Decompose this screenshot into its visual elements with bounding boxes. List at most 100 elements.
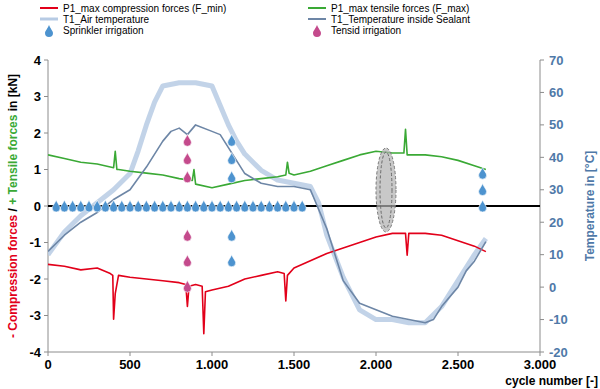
drop-marker [183, 134, 191, 146]
drop-marker [134, 200, 142, 212]
drop-marker [126, 200, 134, 212]
drop-marker [183, 200, 191, 212]
y2-tick-label: 0 [549, 280, 556, 295]
y2-tick [540, 222, 544, 223]
y2-tick-label: 50 [549, 117, 563, 132]
y-tick-label: 0 [34, 199, 41, 214]
y2-tick-label: -10 [549, 312, 568, 327]
legend-item: Tensid irrigation [313, 25, 401, 38]
legend-line [308, 18, 326, 20]
y2-tick [540, 352, 544, 353]
drop-marker [142, 200, 150, 212]
y2-tick-label: 60 [549, 85, 563, 100]
legend: P1_max compression forces (F_min) P1_max … [40, 3, 470, 38]
y2-tick [540, 287, 544, 288]
drop-marker [69, 200, 77, 212]
drop-marker [216, 200, 224, 212]
drop-marker [228, 171, 236, 183]
y-axis-label-part: - Compression forces [6, 214, 20, 338]
x-tick-label: 3.000 [524, 357, 557, 372]
drop-marker [151, 200, 159, 212]
y2-tick [540, 319, 544, 320]
y2-tick-label: 40 [549, 150, 563, 165]
drop-marker [479, 200, 487, 212]
legend-line [308, 7, 326, 9]
y2-tick [540, 92, 544, 93]
drop-marker [274, 200, 282, 212]
drop-marker [101, 200, 109, 212]
drop-marker [85, 200, 93, 212]
drop-marker [175, 200, 183, 212]
legend-drop [313, 25, 321, 37]
legend-label: T1_Air temperature [63, 14, 150, 25]
drop-marker [228, 229, 236, 241]
y-tick [44, 169, 48, 170]
drop-marker [183, 171, 191, 183]
y-tick [44, 279, 48, 280]
drop-marker [110, 200, 118, 212]
x-tick [458, 352, 459, 356]
drop-marker [257, 200, 265, 212]
legend-line [40, 7, 58, 9]
y2-tick-label: 20 [549, 215, 563, 230]
legend-label: T1_Temperature inside Sealant [331, 14, 470, 25]
x-tick [294, 352, 295, 356]
legend-item: P1_max compression forces (F_min) [40, 3, 226, 14]
drop-marker [249, 200, 257, 212]
x-tick [540, 352, 541, 356]
x-tick-label: 2.500 [442, 357, 475, 372]
x-tick-label: 500 [119, 357, 141, 372]
ellipse-outer [376, 148, 396, 232]
legend-item: T1_Air temperature [40, 14, 150, 25]
drop-marker [298, 200, 306, 212]
y-tick-label: -1 [29, 235, 41, 250]
y-axis-label-part: in [kN] [6, 74, 20, 115]
drop-marker [200, 200, 208, 212]
series-line [48, 129, 486, 187]
y-tick-label: 1 [34, 162, 41, 177]
drop-marker [183, 255, 191, 267]
y-tick [44, 60, 48, 61]
drop-marker [93, 200, 101, 212]
drop-marker [192, 200, 200, 212]
y-tick [44, 206, 48, 207]
y2-tick [540, 124, 544, 125]
x-tick-label: 1.000 [196, 357, 229, 372]
y-tick-label: -3 [29, 308, 41, 323]
drop-marker [479, 184, 487, 196]
series-line [48, 125, 486, 323]
x-tick [212, 352, 213, 356]
legend-item: Sprinkler irrigation [45, 25, 144, 38]
annotation-ellipse [376, 148, 396, 232]
x-axis-label: cycle number [-] [505, 374, 598, 388]
y2-tick-label: 10 [549, 247, 563, 262]
legend-label: P1_max tensile forces (F_max) [331, 3, 469, 14]
drop-marker [228, 153, 236, 165]
x-tick [130, 352, 131, 356]
y-tick [44, 315, 48, 316]
series-line [48, 233, 486, 333]
drop-marker [265, 200, 273, 212]
drop-marker [290, 200, 298, 212]
drop-marker [118, 200, 126, 212]
x-tick-label: 1.500 [278, 357, 311, 372]
y-tick-label: -2 [29, 272, 41, 287]
chart: -4-3-2-101234-20-1001020304050607005001.… [0, 0, 600, 389]
y2-tick-label: 30 [549, 182, 563, 197]
drop-marker [167, 200, 175, 212]
y-axis-label-part: + Tensile forces [6, 114, 20, 204]
x-tick-label: 2.000 [360, 357, 393, 372]
drop-marker [224, 200, 232, 212]
drop-marker [183, 280, 191, 292]
drop-marker [77, 200, 85, 212]
drop-marker [228, 134, 236, 146]
y-tick [44, 352, 48, 353]
legend-item: P1_max tensile forces (F_max) [308, 3, 469, 14]
y2-axis-label: Temperature in [°C] [583, 151, 597, 262]
y2-tick [540, 254, 544, 255]
drop-marker [183, 153, 191, 165]
legend-label: Tensid irrigation [331, 25, 401, 36]
legend-line [40, 18, 58, 21]
x-tick [48, 352, 49, 356]
drop-marker [52, 200, 60, 212]
